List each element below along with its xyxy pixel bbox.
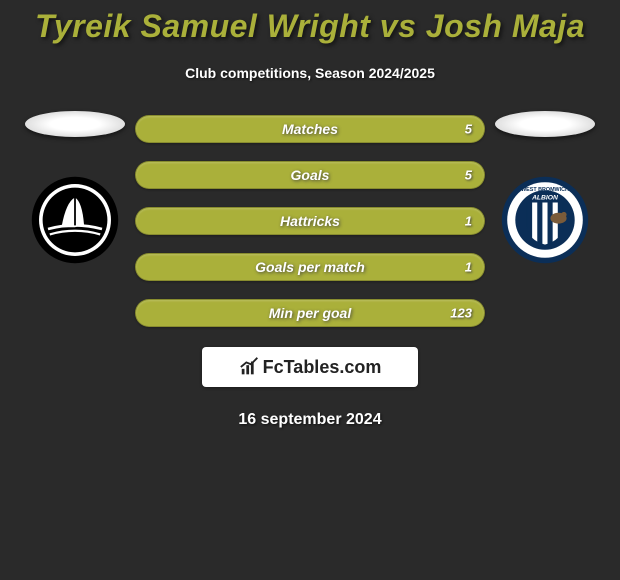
chart-icon	[239, 356, 261, 378]
stat-row-goals: Goals 5	[135, 161, 485, 189]
stat-label: Goals	[291, 167, 330, 183]
stat-right-value: 5	[465, 122, 472, 137]
right-player-column: WEST BROMWICH	[485, 111, 605, 265]
stats-column: Matches 5 Goals 5 Hattricks 1 Goals per …	[135, 115, 485, 327]
wba-badge: WEST BROMWICH	[500, 175, 590, 265]
fctables-logo: FcTables.com	[202, 347, 418, 387]
stat-label: Goals per match	[255, 259, 365, 275]
svg-text:ALBION: ALBION	[531, 194, 558, 201]
logo-text-value: FcTables.com	[263, 357, 382, 377]
stat-right-value: 123	[450, 306, 472, 321]
stat-row-matches: Matches 5	[135, 115, 485, 143]
stat-label: Matches	[282, 121, 338, 137]
left-player-column	[15, 111, 135, 265]
left-player-marker	[25, 111, 125, 137]
stat-row-hattricks: Hattricks 1	[135, 207, 485, 235]
page-title: Tyreik Samuel Wright vs Josh Maja	[0, 8, 620, 45]
stat-row-min-per-goal: Min per goal 123	[135, 299, 485, 327]
date-line: 16 september 2024	[0, 411, 620, 429]
stat-label: Min per goal	[269, 305, 351, 321]
stat-right-value: 1	[465, 214, 472, 229]
stat-right-value: 1	[465, 260, 472, 275]
comparison-body: Matches 5 Goals 5 Hattricks 1 Goals per …	[0, 111, 620, 327]
logo-text: FcTables.com	[263, 357, 382, 378]
logo-inner: FcTables.com	[239, 356, 382, 378]
right-player-marker	[495, 111, 595, 137]
stat-row-goals-per-match: Goals per match 1	[135, 253, 485, 281]
stat-label: Hattricks	[280, 213, 340, 229]
comparison-infographic: Tyreik Samuel Wright vs Josh Maja Club c…	[0, 0, 620, 429]
stat-right-value: 5	[465, 168, 472, 183]
plymouth-badge	[30, 175, 120, 265]
subtitle: Club competitions, Season 2024/2025	[0, 65, 620, 81]
